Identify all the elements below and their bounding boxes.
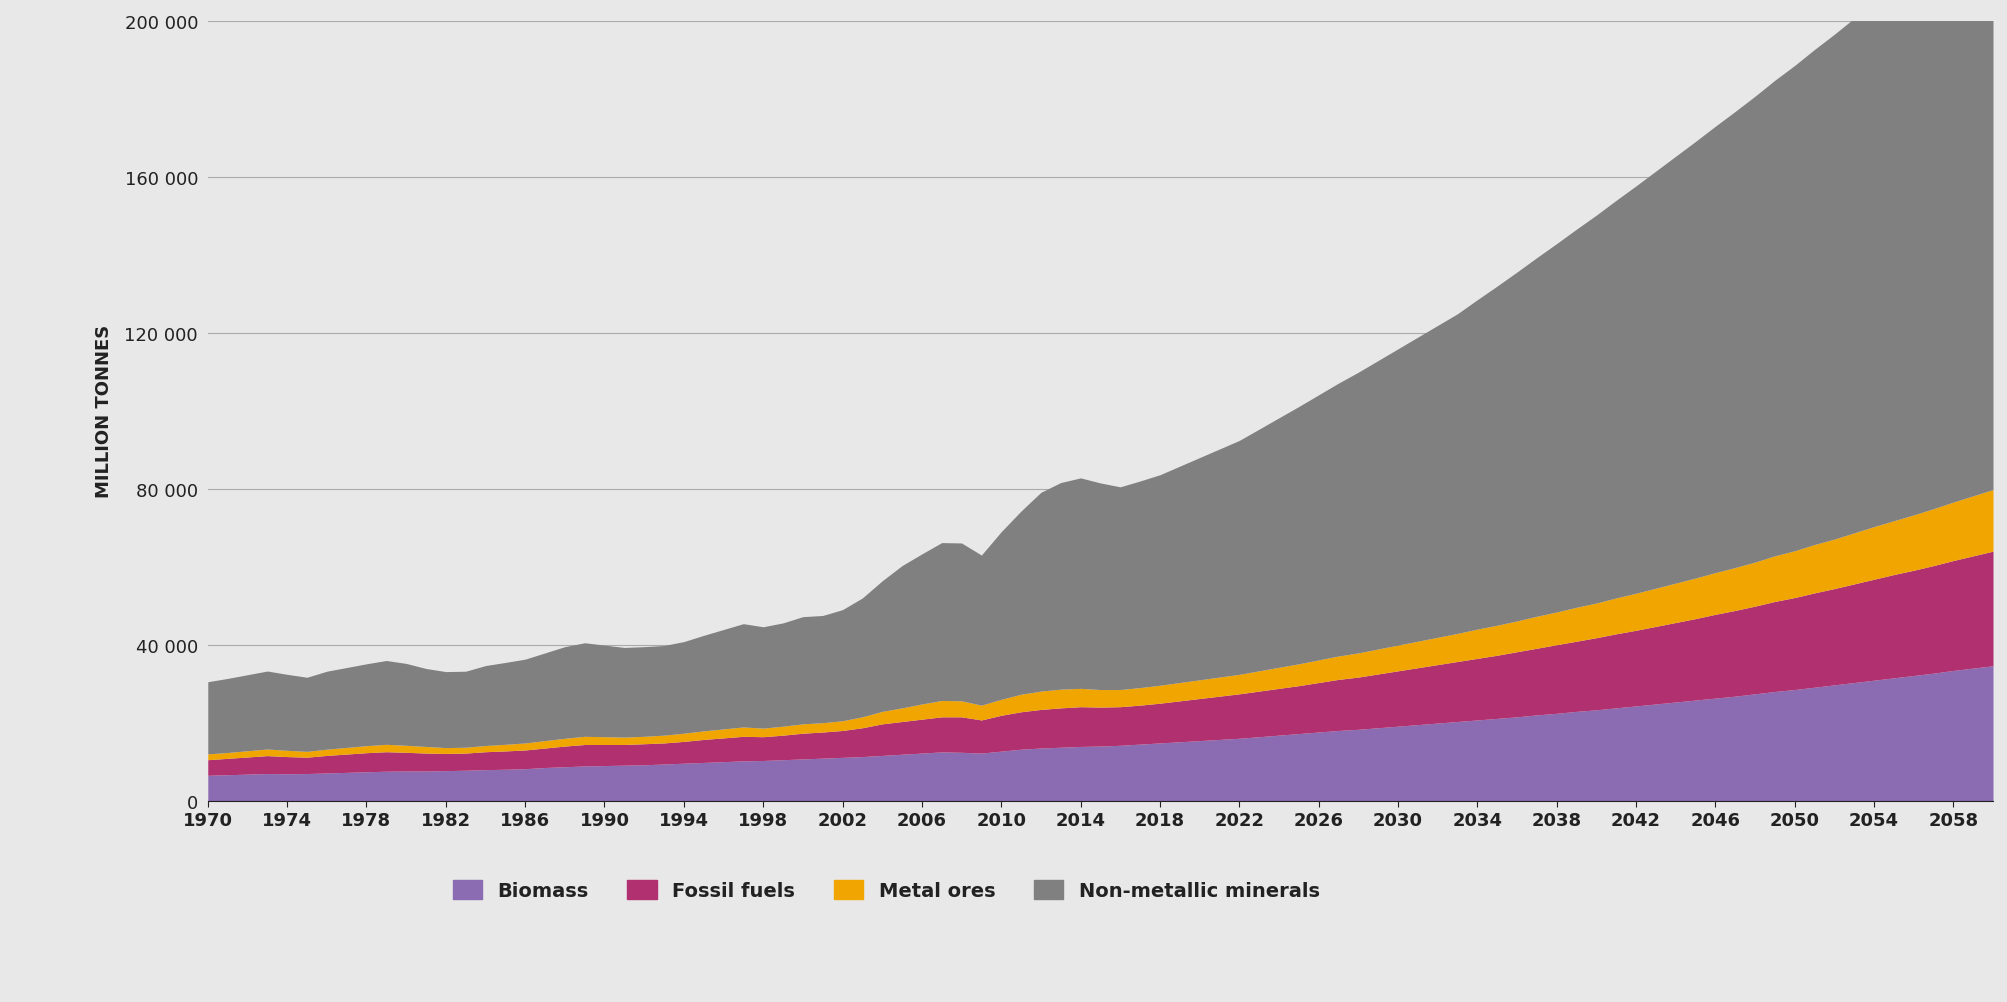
Legend: Biomass, Fossil fuels, Metal ores, Non-metallic minerals: Biomass, Fossil fuels, Metal ores, Non-m… [444,872,1327,908]
Y-axis label: MILLION TONNES: MILLION TONNES [94,325,112,498]
